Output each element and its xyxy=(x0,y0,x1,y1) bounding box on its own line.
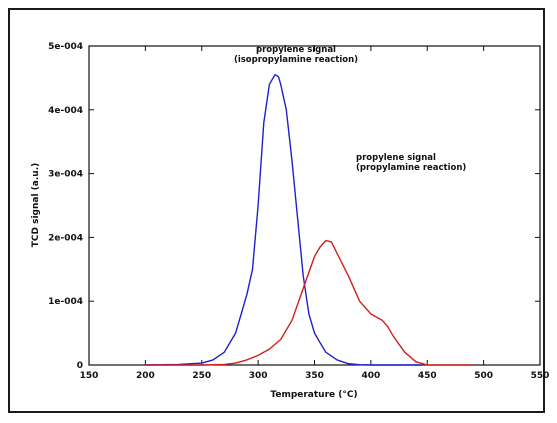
series-layer xyxy=(145,73,473,366)
y-tick-label: 1e-004 xyxy=(48,297,83,307)
annotation-isopropylamine-line1: propylene signal xyxy=(256,45,336,55)
plot-area xyxy=(88,45,541,366)
annotation-propylamine-line1: propylene signal xyxy=(356,153,436,163)
series-line-isopropylamine xyxy=(145,73,422,366)
x-tick-label: 450 xyxy=(418,371,437,381)
y-axis-title: TCD signal (a.u.) xyxy=(31,163,41,247)
x-tick-label: 150 xyxy=(80,371,99,381)
y-tick-label: 3e-004 xyxy=(48,170,83,180)
annotation-propylamine-line2: (propylamine reaction) xyxy=(356,163,466,173)
y-axis: 0 1e-004 2e-004 3e-004 4e-004 5e-004 xyxy=(48,42,540,371)
x-tick-label: 200 xyxy=(136,371,155,381)
y-tick-label: 5e-004 xyxy=(48,42,83,52)
y-tick-label: 0 xyxy=(77,361,83,371)
x-tick-label: 500 xyxy=(474,371,493,381)
series-line-propylamine xyxy=(145,239,473,366)
x-tick-label: 350 xyxy=(305,371,324,381)
x-tick-label: 250 xyxy=(192,371,211,381)
y-tick-label: 2e-004 xyxy=(48,233,83,243)
x-tick-label: 550 xyxy=(531,371,550,381)
y-tick-label: 4e-004 xyxy=(48,106,83,116)
x-axis-title: Temperature (°C) xyxy=(270,390,357,400)
x-axis: 150 200 250 300 350 400 450 500 550 xyxy=(80,46,550,381)
annotation-isopropylamine-line2: (isopropylamine reaction) xyxy=(234,55,358,65)
x-tick-label: 400 xyxy=(361,371,380,381)
x-tick-label: 300 xyxy=(249,371,268,381)
